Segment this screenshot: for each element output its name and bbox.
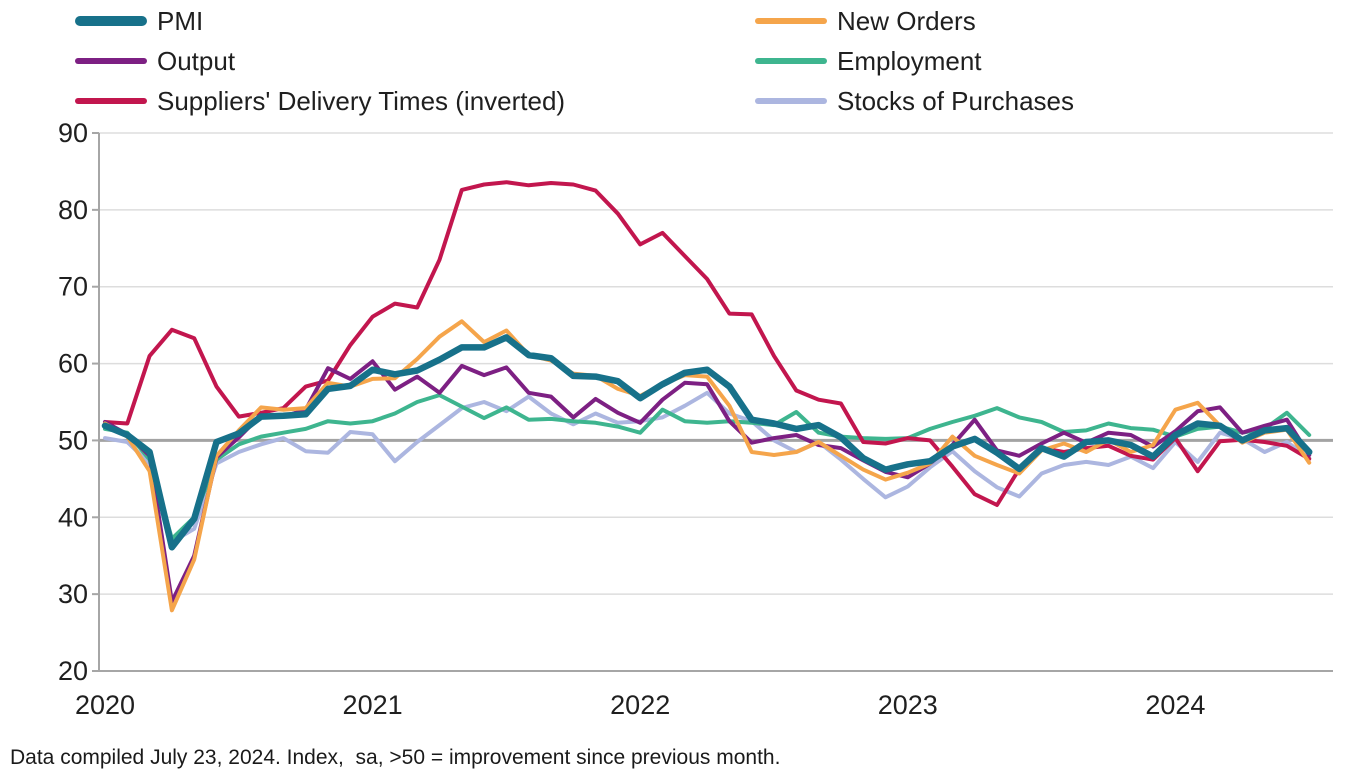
series-line-output bbox=[103, 359, 1312, 604]
x-tick-label: 2022 bbox=[610, 690, 670, 720]
legend-label: Output bbox=[157, 46, 236, 76]
x-tick-label: 2024 bbox=[1145, 690, 1205, 720]
x-tick-label: 2023 bbox=[878, 690, 938, 720]
y-tick-label: 50 bbox=[58, 425, 88, 455]
legend-item-pmi: PMI bbox=[75, 1, 565, 41]
legend-line-swatch-icon bbox=[755, 58, 827, 64]
series-line-employment bbox=[103, 393, 1312, 541]
legend-line-swatch-icon bbox=[75, 98, 147, 104]
y-tick-label: 20 bbox=[58, 656, 88, 686]
x-tick-label: 2020 bbox=[75, 690, 135, 720]
series-line-suppliers-delivery-times-inverted bbox=[103, 180, 1312, 507]
legend-column-right: New Orders Employment Stocks of Purchases bbox=[755, 1, 1074, 121]
x-tick-label: 2021 bbox=[343, 690, 403, 720]
legend-label: Suppliers' Delivery Times (inverted) bbox=[157, 86, 566, 116]
y-tick-label: 70 bbox=[58, 272, 88, 302]
legend-label: Employment bbox=[837, 46, 982, 76]
y-tick-label: 90 bbox=[58, 118, 88, 148]
legend-line-swatch-icon bbox=[755, 98, 827, 104]
legend-item-suppliers-delivery-times-inverted: Suppliers' Delivery Times (inverted) bbox=[75, 81, 565, 121]
y-tick-label: 40 bbox=[58, 502, 88, 532]
series-line-stocks-of-purchases bbox=[103, 390, 1312, 544]
legend-label: Stocks of Purchases bbox=[837, 86, 1074, 116]
legend-line-swatch-icon bbox=[75, 58, 147, 64]
legend-item-output: Output bbox=[75, 41, 565, 81]
legend-column-left: PMI Output Suppliers' Delivery Times (inve… bbox=[75, 1, 565, 121]
legend-item-employment: Employment bbox=[755, 41, 1074, 81]
legend-line-swatch-icon bbox=[75, 16, 147, 26]
legend-item-new-orders: New Orders bbox=[755, 1, 1074, 41]
legend-label: PMI bbox=[157, 6, 204, 36]
y-tick-label: 80 bbox=[58, 195, 88, 225]
series-line-new-orders bbox=[103, 319, 1312, 613]
legend-item-stocks-of-purchases: Stocks of Purchases bbox=[755, 81, 1074, 121]
series-line-pmi bbox=[101, 334, 1313, 551]
y-tick-label: 30 bbox=[58, 579, 88, 609]
chart-footnote: Data compiled July 23, 2024. Index, sa, … bbox=[10, 746, 781, 769]
y-tick-label: 60 bbox=[58, 349, 88, 379]
legend-label: New Orders bbox=[837, 6, 976, 36]
legend-line-swatch-icon bbox=[755, 18, 827, 24]
